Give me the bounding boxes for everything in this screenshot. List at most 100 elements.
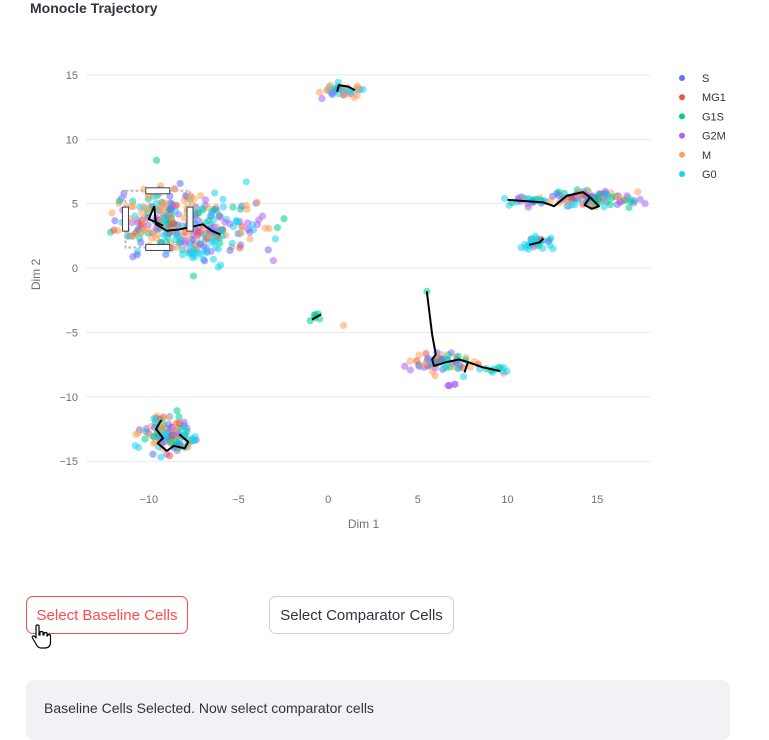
cell-point[interactable]	[236, 205, 245, 213]
cell-point[interactable]	[323, 86, 331, 94]
cell-point[interactable]	[173, 407, 181, 415]
cell-point[interactable]	[242, 178, 250, 186]
cell-point[interactable]	[202, 196, 210, 204]
cell-point[interactable]	[194, 217, 203, 225]
cell-point[interactable]	[243, 205, 251, 214]
cell-point[interactable]	[179, 251, 187, 259]
legend-item-label[interactable]: G1S	[702, 111, 724, 123]
cell-point[interactable]	[264, 246, 272, 254]
cell-point[interactable]	[136, 203, 144, 211]
cell-point[interactable]	[315, 88, 324, 96]
cell-point[interactable]	[495, 363, 503, 371]
cell-point[interactable]	[625, 203, 633, 212]
cell-point[interactable]	[226, 220, 234, 228]
cell-point[interactable]	[353, 82, 362, 90]
cell-point[interactable]	[634, 188, 642, 196]
cell-point[interactable]	[459, 373, 468, 381]
cell-point[interactable]	[211, 237, 220, 245]
cell-point[interactable]	[162, 199, 170, 207]
cell-point[interactable]	[568, 195, 576, 203]
cell-point[interactable]	[202, 248, 210, 256]
cell-point[interactable]	[434, 354, 442, 363]
cell-point[interactable]	[339, 91, 347, 99]
cell-point[interactable]	[253, 198, 261, 206]
trajectory-scatter-plot[interactable]: −15 −10 −5 0 5 10 15 −10 −5 0 5 10 15 Dim 1 Dim 2 S…	[0, 0, 769, 560]
cell-point[interactable]	[160, 214, 169, 223]
selection-resize-handle[interactable]	[186, 206, 194, 232]
cell-point[interactable]	[219, 203, 227, 211]
cell-point[interactable]	[546, 241, 554, 249]
cell-point[interactable]	[167, 206, 175, 214]
cell-point[interactable]	[173, 232, 182, 240]
cell-point[interactable]	[636, 195, 644, 203]
cell-point[interactable]	[271, 235, 279, 243]
cell-point[interactable]	[169, 431, 177, 440]
cell-point[interactable]	[140, 217, 148, 225]
cell-point[interactable]	[152, 234, 160, 242]
cell-point[interactable]	[334, 78, 342, 86]
cell-point[interactable]	[216, 213, 224, 221]
cell-point[interactable]	[175, 413, 183, 421]
cell-point[interactable]	[205, 232, 213, 240]
cell-point[interactable]	[406, 366, 414, 374]
cell-point[interactable]	[265, 224, 273, 233]
cell-points[interactable]	[107, 78, 649, 461]
cell-point[interactable]	[170, 425, 179, 433]
cell-point[interactable]	[132, 229, 140, 237]
cell-point[interactable]	[280, 215, 288, 223]
cell-point[interactable]	[188, 254, 197, 262]
legend-item-label[interactable]: S	[702, 73, 709, 85]
selection-resize-handle[interactable]	[145, 243, 171, 251]
cell-point[interactable]	[160, 232, 168, 240]
cell-point[interactable]	[140, 226, 148, 234]
cell-point[interactable]	[229, 203, 237, 211]
cell-point[interactable]	[149, 450, 157, 458]
cell-point[interactable]	[143, 205, 152, 214]
selection-resize-handle[interactable]	[145, 187, 171, 195]
cell-point[interactable]	[534, 197, 542, 205]
cell-point[interactable]	[188, 434, 197, 443]
cell-point[interactable]	[547, 197, 555, 205]
cell-point[interactable]	[451, 380, 459, 388]
cell-point[interactable]	[233, 218, 242, 226]
cell-point[interactable]	[161, 434, 169, 442]
cell-point[interactable]	[200, 257, 209, 265]
cell-point[interactable]	[218, 226, 226, 235]
cell-point[interactable]	[258, 212, 267, 220]
cell-point[interactable]	[189, 272, 198, 280]
cell-point[interactable]	[503, 367, 511, 375]
cell-point[interactable]	[246, 235, 254, 243]
cell-point[interactable]	[167, 439, 175, 447]
cell-point[interactable]	[133, 251, 141, 259]
cell-point[interactable]	[110, 226, 118, 234]
cell-point[interactable]	[627, 197, 635, 206]
cell-point[interactable]	[606, 201, 614, 209]
cell-point[interactable]	[237, 229, 245, 237]
cell-point[interactable]	[111, 217, 119, 225]
cell-point[interactable]	[466, 363, 474, 371]
cell-point[interactable]	[527, 235, 535, 243]
cell-point[interactable]	[131, 212, 139, 220]
cell-point[interactable]	[129, 202, 137, 211]
cell-point[interactable]	[600, 203, 608, 211]
cell-point[interactable]	[207, 247, 215, 256]
cell-point[interactable]	[137, 209, 146, 217]
cell-point[interactable]	[454, 352, 462, 360]
cell-point[interactable]	[175, 419, 184, 427]
cell-point[interactable]	[209, 255, 218, 263]
legend-marker[interactable]	[679, 171, 685, 177]
cell-point[interactable]	[444, 351, 453, 359]
cell-point[interactable]	[244, 225, 252, 234]
cell-point[interactable]	[214, 245, 223, 253]
cell-point[interactable]	[152, 156, 161, 164]
cell-point[interactable]	[226, 246, 234, 255]
cell-point[interactable]	[568, 201, 576, 209]
cell-point[interactable]	[500, 194, 509, 203]
cell-point[interactable]	[150, 432, 158, 441]
cell-point[interactable]	[211, 189, 219, 197]
cell-point[interactable]	[131, 441, 139, 450]
cell-point[interactable]	[424, 354, 432, 362]
cell-point[interactable]	[198, 205, 206, 213]
cell-point[interactable]	[244, 219, 252, 227]
cell-point[interactable]	[617, 198, 625, 206]
